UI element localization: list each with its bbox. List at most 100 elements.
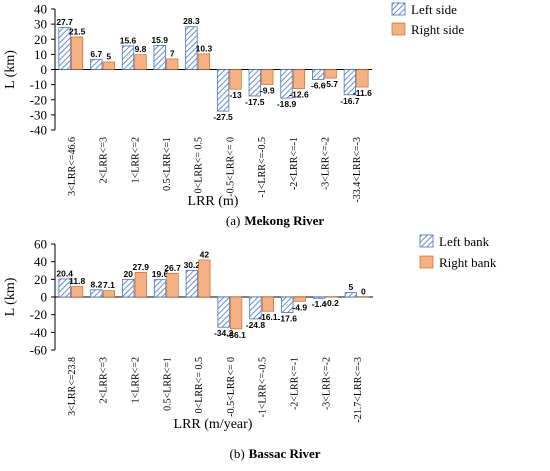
data-label: 9.8 [135,44,147,54]
data-label: 11.8 [69,276,85,286]
y-tick-label: 0 [41,290,48,305]
data-label: 21.5 [69,26,86,36]
data-label: 8.2 [91,279,103,289]
data-label: 10.3 [196,43,213,53]
bar-right [71,37,83,70]
data-label: 28.3 [183,16,200,26]
x-tick-label: 2<LRR<=3 [99,357,110,403]
x-tick-label: 2<LRR<=3 [99,137,110,183]
data-label: -13 [229,90,242,100]
x-axis-title: LRR (m/year) [174,417,253,432]
bar-right [294,297,306,301]
bar-left [345,293,357,297]
x-tick-label: 0<LRR<= 0.5 [194,357,205,413]
legend: Left bank Right bank [420,234,497,270]
y-tick-label: 40 [34,2,47,17]
data-label: -36.1 [226,330,246,340]
data-label: 26.7 [164,263,181,273]
y-tick-label: 10 [34,47,47,62]
figure-caption: (a) Mekong River [226,213,324,228]
x-tick-label: 3<LRR<=23.8 [67,357,78,416]
y-tick-label: -30 [30,107,47,122]
legend-swatch-left [420,235,433,247]
x-tick-label: 0<LRR<= 0.5 [194,137,205,193]
bar-right [198,54,210,70]
data-label: 7 [170,48,175,58]
legend-swatch-right [420,256,433,268]
data-label: -17.6 [278,314,298,324]
x-tick-label: 0.5<LRR<=1 [162,137,173,191]
data-label: 5 [106,51,111,61]
bar-left [218,297,230,327]
data-label: 30.2 [184,260,201,270]
legend-swatch-right [392,23,405,35]
bar-left [154,45,166,69]
legend-label: Right bank [439,255,497,270]
bar-right [293,70,305,89]
data-label: 0 [361,287,366,297]
caption-prefix: (a) [226,213,240,228]
bar-right [166,59,178,70]
bar-right [199,260,211,297]
x-tick-label: -2<LRR<=-1 [290,357,301,410]
y-tick-label: 30 [34,17,47,32]
y-tick-label: -20 [30,307,47,322]
data-label: -16.1 [258,312,278,322]
bar-left [249,70,260,96]
x-tick-label: -33.4<LRR<=-3 [352,137,363,203]
x-tick-label: -0.5<LRR<= 0 [226,357,237,417]
bar-left [91,59,103,69]
data-label: -4.9 [292,302,307,312]
legend-swatch-left [392,3,405,15]
x-tick-label: 0.5<LRR<=1 [162,357,173,411]
bar-right [230,70,242,90]
data-label: -27.5 [213,112,233,122]
bar-right [167,273,179,297]
bar-right [325,70,337,79]
bar-left [123,279,135,297]
bar-left [282,297,294,313]
x-tick-label: -1<LRR<=-0.5 [257,137,268,198]
x-tick-label: 3<LRR<=46.6 [67,137,78,196]
legend-label: Left bank [439,234,490,249]
data-label: -12.6 [289,90,309,100]
bar-left [122,46,134,70]
data-label: 7.1 [103,280,115,290]
x-tick-label: -1<LRR<=-0.5 [258,357,269,418]
x-tick-label: -3<LRR<=-2 [320,137,331,190]
x-tick-label: 1<LRR<=2 [130,137,141,183]
legend: Left side Right side [392,2,464,37]
bar-left [312,70,324,80]
legend-label: Right side [411,22,464,37]
bar-right [103,291,115,297]
x-tick-label: -2<LRR<=-1 [289,137,300,190]
bar-left [154,280,166,297]
bar-left [91,290,103,297]
bar-right [135,272,147,297]
x-tick-label: -21.7<LRR<=-3 [353,357,364,423]
caption-river: Mekong River [244,213,324,228]
data-label: -11.6 [353,88,372,98]
data-label: -5.7 [323,79,338,89]
bar-right [71,287,83,297]
data-label: -0.2 [324,298,339,308]
data-label: -17.5 [245,97,265,107]
x-tick-label: -0.5<LRR<= 0 [225,137,236,197]
legend-label: Left side [411,2,457,17]
caption-river: Bassac River [249,446,321,461]
figure-caption: (b)Bassac River [229,446,320,461]
x-axis-title: LRR (m) [188,194,239,209]
data-label: 42 [200,249,210,259]
y-tick-label: -60 [30,343,47,358]
x-tick-label: -3<LRR<=-2 [321,357,332,410]
bar-right [262,297,274,311]
y-tick-label: 20 [34,272,47,287]
data-label: 6.7 [90,49,102,59]
y-tick-label: 0 [41,62,48,77]
bar-right [135,55,147,70]
bar-right [103,62,115,70]
y-tick-label: 20 [34,32,47,47]
bar-right [357,70,369,88]
